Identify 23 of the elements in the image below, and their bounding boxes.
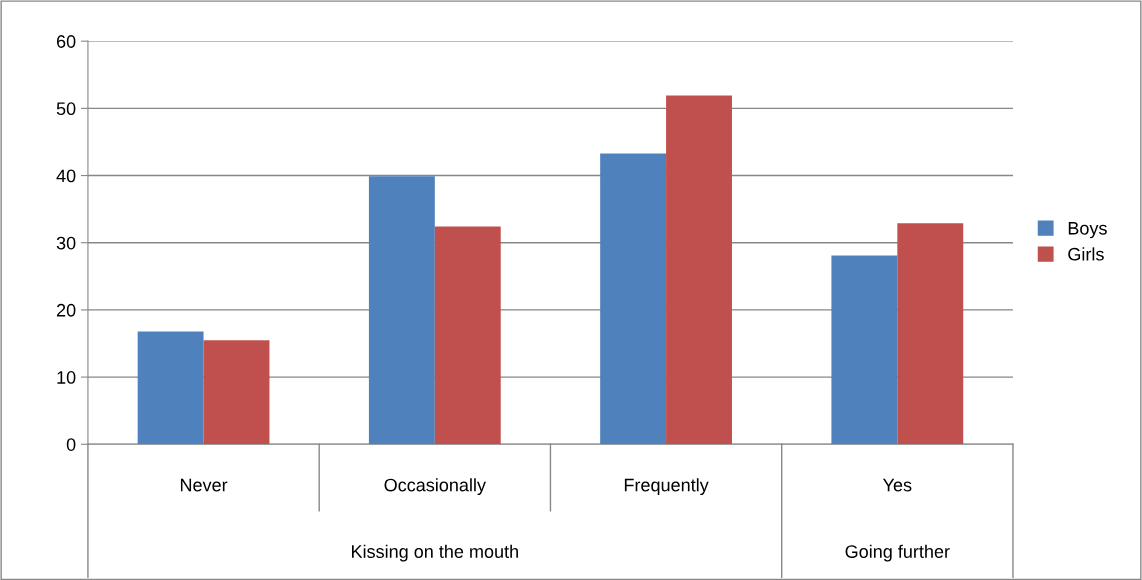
- bar: [137, 331, 204, 445]
- bar: [897, 223, 964, 445]
- bar: [203, 340, 270, 445]
- y-tick-label: 10: [57, 371, 76, 384]
- text: Going further: [845, 544, 950, 562]
- y-tick-label: 20: [56, 303, 76, 317]
- legend-label: Girls: [1068, 247, 1104, 261]
- bar: [831, 255, 898, 445]
- bar: [666, 95, 732, 445]
- legend-label: Boys: [1068, 222, 1107, 239]
- x-tick-label: Frequently: [624, 478, 709, 496]
- bar: [600, 153, 667, 445]
- y-tick-label: 40: [56, 169, 76, 183]
- y-tick-label: 60: [56, 35, 76, 48]
- x-tick-label: Occasionally: [384, 478, 486, 496]
- x-tick-label: Yes: [882, 478, 912, 492]
- text: Kissing on the mouth: [351, 544, 518, 562]
- bar: [434, 226, 501, 445]
- y-tick-label: 30: [56, 236, 76, 250]
- y-tick-label: 0: [66, 438, 76, 451]
- y-tick-label: 50: [56, 102, 76, 116]
- x-tick-label: Never: [180, 478, 228, 492]
- bar: [368, 176, 435, 445]
